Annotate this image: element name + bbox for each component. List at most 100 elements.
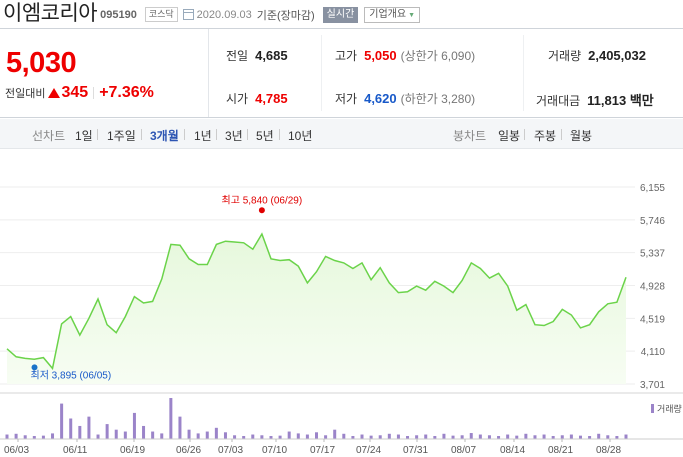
volume-bar	[87, 416, 91, 439]
volume-bar	[96, 434, 100, 439]
x-tick-label: 07/24	[356, 445, 381, 456]
volume-bar	[451, 435, 455, 439]
open-stat: 시가 4,785	[226, 90, 288, 107]
y-tick-label: 3,701	[640, 380, 665, 391]
x-tick-label: 06/26	[176, 445, 201, 456]
y-tick-label: 5,746	[640, 216, 665, 227]
change-value: 345	[61, 84, 89, 101]
low-point-marker	[31, 364, 38, 371]
period-5y[interactable]: 5년	[256, 129, 274, 143]
volume-bar	[169, 398, 173, 439]
volume-bar	[615, 436, 619, 439]
period-divider	[141, 129, 142, 140]
company-overview-label: 기업개요	[369, 8, 407, 20]
volume-bar	[342, 433, 346, 439]
line-chart-label: 선차트	[32, 129, 66, 143]
x-tick-label: 08/14	[500, 445, 525, 456]
realtime-button[interactable]: 실시간	[322, 6, 359, 23]
lower-limit: (하한가 3,280)	[400, 92, 476, 106]
prev-close-value: 4,685	[255, 48, 288, 63]
open-value: 4,785	[255, 91, 288, 106]
period-divider	[97, 129, 98, 140]
volume-stat: 거래량 2,405,032	[548, 47, 646, 64]
volume-bar	[78, 425, 82, 439]
volume-bar	[242, 436, 246, 439]
period-weekly-candle[interactable]: 주봉	[534, 129, 557, 143]
x-tick-label: 08/28	[596, 445, 621, 456]
open-label: 시가	[226, 92, 249, 106]
calendar-icon	[182, 9, 194, 20]
period-1y[interactable]: 1년	[194, 129, 212, 143]
volume-bar	[387, 433, 391, 439]
volume-bar	[569, 434, 573, 439]
stats-divider	[523, 35, 524, 111]
date-label: 2020.09.03	[196, 9, 252, 21]
amount-label: 거래대금	[536, 94, 581, 108]
volume-bar	[606, 435, 610, 439]
volume-bar	[205, 431, 209, 439]
volume-bar	[214, 427, 218, 439]
volume-bar	[269, 436, 273, 439]
current-price: 5,030	[6, 47, 77, 79]
period-monthly-candle[interactable]: 월봉	[570, 129, 593, 143]
volume-bar	[433, 436, 437, 439]
volume-bar	[151, 431, 155, 439]
volume-bar	[524, 433, 528, 439]
volume-bar	[533, 435, 537, 439]
volume-value: 2,405,032	[588, 48, 646, 63]
period-1w[interactable]: 1주일	[107, 129, 136, 143]
volume-bar	[551, 436, 555, 439]
volume-bar	[415, 435, 419, 439]
stock-header: 이엠코리아 095190 코스닥 2020.09.03 기준(장마감) 실시간 …	[0, 0, 683, 27]
x-tick-label: 07/31	[403, 445, 428, 456]
volume-bar	[23, 435, 27, 439]
x-tick-label: 07/10	[262, 445, 287, 456]
change-label: 전일대비	[5, 88, 46, 100]
volume-bar	[32, 436, 36, 439]
stock-name[interactable]: 이엠코리아	[3, 2, 98, 25]
volume-bar	[624, 434, 628, 439]
price-panel: 5,030 전일대비 345 +7.36% 전일 4,685 시가 4,785 …	[0, 28, 683, 118]
volume-bar	[160, 433, 164, 439]
current-price-box: 5,030 전일대비 345 +7.36%	[0, 29, 209, 117]
volume-bar	[260, 435, 264, 439]
period-divider	[216, 129, 217, 140]
period-1d[interactable]: 1일	[75, 129, 93, 143]
price-chart[interactable]: 6,155 5,746 5,337 4,928 4,519 4,110 3,701 최고 5,…	[0, 150, 683, 457]
period-3m[interactable]: 3개월	[150, 129, 179, 143]
y-tick-label: 4,928	[640, 282, 665, 293]
volume-bar	[251, 434, 255, 439]
volume-bar	[378, 435, 382, 439]
period-daily-candle[interactable]: 일봉	[498, 129, 521, 143]
period-divider	[184, 129, 185, 140]
x-tick-label: 06/11	[63, 445, 88, 456]
prev-close-stat: 전일 4,685	[226, 47, 288, 64]
company-overview-button[interactable]: 기업개요 ▼	[364, 6, 421, 23]
stock-code: 095190	[100, 9, 137, 21]
x-tick-label: 08/07	[451, 445, 476, 456]
high-point-label: 최고 5,840 (06/29)	[222, 194, 303, 206]
volume-bar	[223, 432, 227, 439]
volume-label: 거래량	[548, 49, 582, 63]
volume-bar	[233, 435, 237, 439]
volume-bar	[278, 435, 282, 439]
price-area	[7, 234, 626, 384]
period-divider	[279, 129, 280, 140]
period-10y[interactable]: 10년	[288, 129, 313, 143]
low-value: 4,620	[364, 91, 397, 106]
volume-bar	[351, 436, 355, 439]
volume-bar	[497, 436, 501, 439]
volume-bar	[41, 435, 45, 439]
x-tick-label: 06/19	[120, 445, 145, 456]
y-tick-label: 6,155	[640, 183, 665, 194]
volume-legend-swatch	[651, 404, 654, 413]
volume-bar	[132, 412, 136, 439]
volume-bar	[360, 434, 364, 439]
volume-bar	[406, 436, 410, 439]
volume-bar	[51, 433, 55, 439]
volume-bar	[442, 433, 446, 439]
low-point-label: 최저 3,895 (06/05)	[31, 369, 112, 381]
price-chart-svg[interactable]: 6,155 5,746 5,337 4,928 4,519 4,110 3,701 최고 5,…	[0, 150, 683, 457]
high-stat: 고가 5,050 (상한가 6,090)	[335, 47, 475, 64]
period-3y[interactable]: 3년	[225, 129, 243, 143]
